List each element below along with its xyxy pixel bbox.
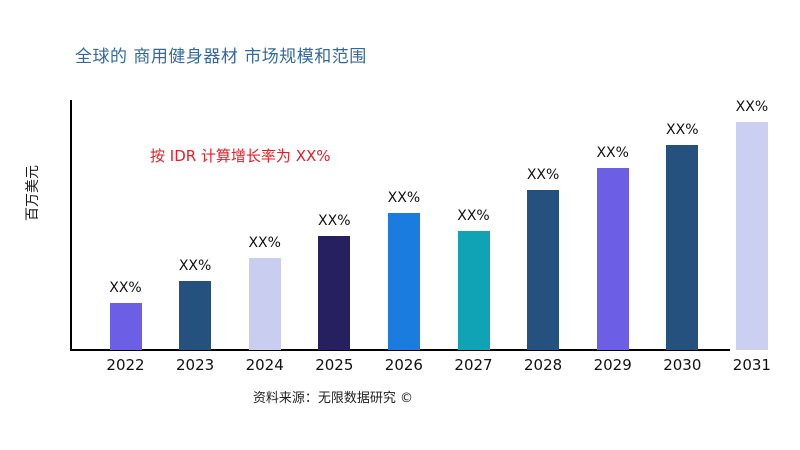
- chart-title: 全球的 商用健身器材 市场规模和范围: [75, 47, 367, 67]
- bar: [318, 236, 351, 350]
- bar-group-2023: XX%: [160, 258, 230, 350]
- bar-value-label: XX%: [457, 208, 490, 224]
- growth-rate-annotation: 按 IDR 计算增长率为 XX%: [150, 147, 331, 165]
- bar-value-label: XX%: [735, 99, 769, 115]
- bar: [109, 303, 142, 350]
- x-tick-2024: 2024: [245, 356, 284, 374]
- bar: [596, 168, 629, 350]
- x-axis-line: [70, 349, 730, 351]
- source-note: 资料来源：无限数据研究 ©: [252, 391, 414, 406]
- bar: [666, 145, 699, 350]
- bar: [248, 258, 281, 350]
- bar-value-label: XX%: [526, 167, 560, 183]
- x-tick-2029: 2029: [593, 356, 632, 374]
- bar-group-2030: XX%: [647, 122, 717, 350]
- bar-value-label: XX%: [596, 145, 629, 161]
- y-axis-line: [70, 100, 72, 350]
- bar: [735, 122, 768, 350]
- x-tick-2022: 2022: [106, 356, 145, 374]
- bar-group-2024: XX%: [230, 235, 300, 350]
- bar-group-2025: XX%: [299, 213, 369, 350]
- x-tick-2027: 2027: [454, 356, 493, 374]
- bar-value-label: XX%: [318, 213, 351, 229]
- bar: [179, 281, 212, 350]
- bar-group-2028: XX%: [508, 167, 578, 350]
- bar-group-2026: XX%: [369, 190, 439, 350]
- bar: [457, 231, 490, 350]
- bar-value-label: XX%: [666, 122, 699, 138]
- bar-value-label: XX%: [387, 190, 421, 206]
- bar: [387, 213, 420, 350]
- bar-group-2031: XX%: [717, 99, 787, 350]
- bar-value-label: XX%: [178, 258, 212, 274]
- x-tick-2028: 2028: [524, 356, 563, 374]
- x-tick-2025: 2025: [315, 356, 354, 374]
- bar-value-label: XX%: [109, 280, 142, 296]
- bar: [527, 190, 560, 350]
- bar-group-2027: XX%: [439, 208, 509, 350]
- y-axis-label: 百万美元: [25, 165, 41, 221]
- x-tick-2031: 2031: [732, 356, 771, 374]
- bar-group-2029: XX%: [578, 145, 648, 350]
- bar-group-2022: XX%: [91, 280, 161, 350]
- x-tick-2023: 2023: [176, 356, 215, 374]
- x-tick-2030: 2030: [663, 356, 702, 374]
- x-tick-2026: 2026: [384, 356, 423, 374]
- bar-value-label: XX%: [248, 235, 281, 251]
